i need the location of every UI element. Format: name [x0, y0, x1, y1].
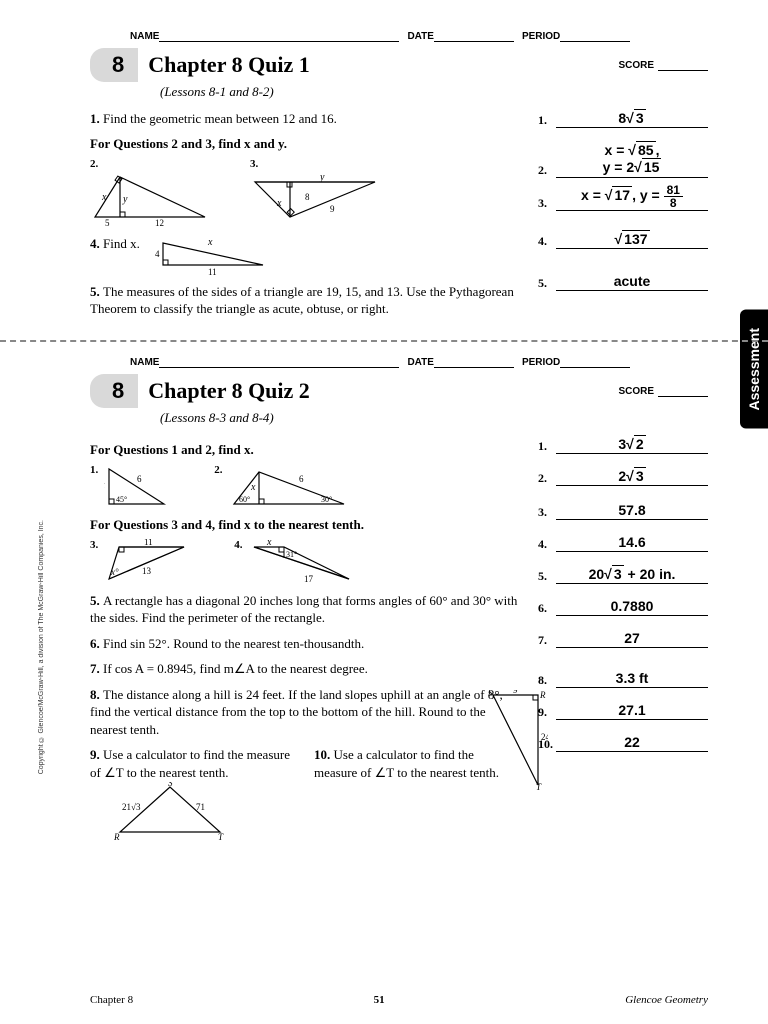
- quiz2-title: Chapter 8 Quiz 2: [148, 378, 310, 404]
- svg-text:y: y: [319, 172, 325, 183]
- q1-ans1: 8√3: [556, 110, 708, 128]
- q2-ans10: 22: [556, 734, 708, 752]
- q2-5: 5. A rectangle has a diagonal 20 inches …: [90, 592, 518, 627]
- q2-ans3: 57.8: [556, 502, 708, 520]
- svg-text:x: x: [250, 482, 256, 493]
- svg-text:x: x: [207, 237, 213, 248]
- svg-text:6: 6: [137, 474, 142, 484]
- svg-text:x: x: [101, 192, 107, 203]
- svg-text:R: R: [539, 690, 546, 700]
- q2-8: 8. The distance along a hill is 24 feet.…: [90, 686, 518, 739]
- svg-text:S: S: [488, 690, 493, 698]
- svg-text:60°: 60°: [239, 495, 250, 504]
- page: NAME DATE PERIOD 8 Chapter 8 Quiz 1 SCOR…: [0, 0, 768, 870]
- svg-text:17: 17: [304, 574, 314, 584]
- footer-left: Chapter 8: [90, 994, 133, 1006]
- svg-text:21√3: 21√3: [122, 802, 141, 812]
- q1-diag3: 3. y x 8 9: [250, 158, 380, 227]
- q2-ans4: 14.6: [556, 534, 708, 552]
- svg-text:9: 9: [330, 204, 335, 214]
- svg-text:S: S: [168, 782, 173, 788]
- svg-text:5: 5: [105, 218, 110, 227]
- q2-9: 9. Use a calculator to find the measure …: [90, 746, 294, 841]
- q2-7: 7. If cos A = 0.8945, find m∠A to the ne…: [90, 660, 518, 678]
- footer-mid: 51: [374, 994, 385, 1006]
- title-row-2: 8 Chapter 8 Quiz 2 SCORE: [90, 374, 708, 408]
- svg-text:x: x: [266, 539, 272, 548]
- svg-text:8: 8: [305, 192, 310, 202]
- q1-ans4: √137: [556, 231, 708, 249]
- svg-text:x: x: [104, 480, 105, 491]
- q2-diag4: 4. x 31° 17: [234, 539, 358, 584]
- quiz1-lessons: (Lessons 8-1 and 8-2): [160, 84, 708, 100]
- quiz1-content: 1. Find the geometric mean between 12 an…: [90, 110, 708, 326]
- header-fields-2: NAME DATE PERIOD: [90, 356, 708, 368]
- q2-ans8: 3.3 ft: [556, 670, 708, 688]
- svg-text:x: x: [276, 198, 282, 209]
- q2-instr12: For Questions 1 and 2, find x.: [90, 442, 518, 458]
- footer-right: Glencoe Geometry: [625, 994, 708, 1006]
- svg-text:24: 24: [541, 732, 548, 742]
- svg-text:45°: 45°: [116, 495, 127, 504]
- q2-6: 6. Find sin 52°. Round to the nearest te…: [90, 635, 518, 653]
- score-label-1: SCORE: [618, 60, 654, 71]
- svg-text:71: 71: [196, 802, 205, 812]
- svg-text:x°: x°: [110, 567, 119, 577]
- svg-text:31°: 31°: [286, 550, 297, 559]
- svg-text:13: 13: [142, 566, 152, 576]
- svg-text:R: R: [113, 832, 120, 842]
- svg-text:4: 4: [155, 249, 160, 259]
- q2-diag10: S R T 9 24: [488, 690, 548, 790]
- title-row-1: 8 Chapter 8 Quiz 1 SCORE: [90, 48, 708, 82]
- date-label: DATE: [407, 31, 433, 42]
- svg-text:12: 12: [155, 218, 164, 227]
- q1-ans2: x = √85,y = 2√15: [556, 142, 708, 178]
- svg-text:6: 6: [299, 474, 304, 484]
- svg-text:11: 11: [144, 539, 153, 547]
- q2-ans5: 20√3 + 20 in.: [556, 566, 708, 584]
- q2-ans2: 2√3: [556, 468, 708, 486]
- svg-text:30°: 30°: [321, 495, 332, 504]
- svg-text:T: T: [536, 782, 542, 790]
- q1-5: 5. The measures of the sides of a triang…: [90, 283, 518, 318]
- svg-text:11: 11: [208, 267, 217, 275]
- q1-ans5: acute: [556, 273, 708, 291]
- q2-diag1: 1. x 6 45°: [90, 464, 174, 509]
- q1-1: 1. Find the geometric mean between 12 an…: [90, 110, 518, 128]
- header-fields-1: NAME DATE PERIOD: [90, 30, 708, 42]
- q2-diag2: 2. x 6 60° 30°: [214, 464, 348, 509]
- q2-ans9: 27.1: [556, 702, 708, 720]
- q1-4: 4. Find x. x 4 11: [90, 235, 518, 275]
- svg-text:y: y: [122, 194, 128, 205]
- q2-instr34: For Questions 3 and 4, find x to the nea…: [90, 517, 518, 533]
- chapter-number-2: 8: [90, 374, 138, 408]
- cut-line: [0, 340, 768, 342]
- q1-ans3: x = √17, y = 818: [556, 184, 708, 211]
- quiz2-content: For Questions 1 and 2, find x. 1. x 6 45…: [90, 436, 708, 850]
- period-label: PERIOD: [522, 31, 560, 42]
- chapter-number-1: 8: [90, 48, 138, 82]
- q1-diag2: 2. x y 5 12: [90, 158, 210, 227]
- q2-ans7: 27: [556, 630, 708, 648]
- q2-ans1: 3√2: [556, 436, 708, 454]
- name-label: NAME: [130, 31, 159, 42]
- quiz2-lessons: (Lessons 8-3 and 8-4): [160, 410, 708, 426]
- q1-instr23: For Questions 2 and 3, find x and y.: [90, 136, 518, 152]
- q2-ans6: 0.7880: [556, 598, 708, 616]
- svg-text:9: 9: [513, 690, 518, 695]
- svg-text:T: T: [218, 832, 224, 842]
- footer: Chapter 8 51 Glencoe Geometry: [90, 994, 708, 1006]
- q2-diag3: 3. 11 x° 13: [90, 539, 194, 584]
- quiz1-title: Chapter 8 Quiz 1: [148, 52, 310, 78]
